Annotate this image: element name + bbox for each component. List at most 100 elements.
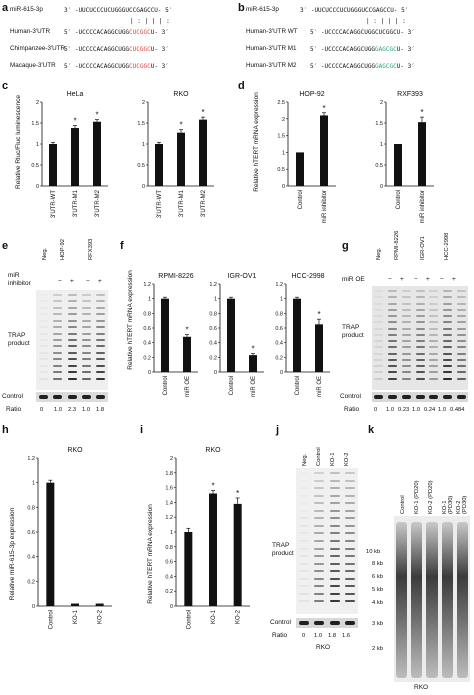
significance-mark: * — [236, 489, 239, 498]
control-label: Control — [340, 393, 361, 400]
gel-band — [53, 294, 63, 296]
x-tick-label: 3′UTR-WT — [51, 190, 57, 218]
gel-band — [429, 315, 439, 318]
bar — [315, 324, 323, 372]
y-tick-label: 1.2 — [275, 282, 283, 288]
gel-band — [314, 562, 325, 565]
gel-band — [388, 358, 398, 361]
chart-title: RPMI-8226 — [158, 273, 194, 280]
panel-e-label: e — [2, 240, 9, 252]
panel-a-label: a — [2, 2, 9, 14]
gel-band — [401, 365, 411, 368]
gel-band — [96, 332, 106, 335]
y-tick-label: 0.6 — [27, 530, 35, 536]
control-gel — [36, 392, 108, 402]
y-axis-label: Relative miR-615-3p expression — [9, 507, 16, 600]
gel-band — [81, 339, 91, 341]
panel-i-chart: Relative hTERT mRNA expression RKO 0 0.2 0.… — [147, 447, 250, 629]
significance-mark: * — [317, 310, 320, 319]
chart-title: RKO — [173, 91, 189, 98]
gel-band — [388, 371, 398, 374]
gel-band — [96, 377, 106, 380]
gel-band — [53, 364, 63, 367]
significance-mark: * — [420, 108, 423, 117]
gel-band — [429, 352, 439, 355]
gel-band — [429, 358, 439, 361]
gel-band — [299, 510, 309, 512]
ratio-value: 1.0 — [54, 407, 63, 413]
seq-row: 5′ -UCCCCACAGGCUGGCUCGGCU- 3′ — [310, 29, 415, 36]
gel-band — [38, 371, 48, 374]
gel-band — [53, 326, 63, 329]
gel-band — [374, 371, 384, 374]
y-tick-label: 0.8 — [275, 311, 283, 317]
x-tick-label: 3′UTR-M1 — [179, 189, 185, 217]
control-band — [401, 395, 411, 399]
gel-band — [81, 294, 91, 296]
bar — [46, 482, 55, 606]
y-tick-label: 1.8 — [165, 471, 173, 477]
gel-band — [401, 296, 411, 299]
gel-band — [299, 525, 309, 527]
gel-band — [415, 321, 425, 324]
bar — [233, 503, 242, 606]
y-tick-label: 0.4 — [27, 555, 35, 561]
gel-band — [345, 540, 356, 542]
ratio-value: 0.484 — [450, 407, 465, 413]
gel-band — [81, 364, 91, 367]
gel-band — [39, 326, 48, 328]
telomere-smear — [411, 522, 423, 678]
x-tick-label: KO-2 — [236, 609, 242, 624]
gel-band — [67, 294, 77, 296]
gel-band — [299, 540, 309, 542]
chart-title: RKO — [205, 447, 221, 454]
gel-band — [345, 479, 356, 482]
y-tick-label: 0.2 — [27, 579, 35, 585]
telomere-smear — [456, 522, 468, 678]
gel-band — [96, 326, 106, 329]
control-gel — [372, 392, 468, 402]
gel-band — [53, 319, 63, 322]
gel-band — [53, 306, 63, 309]
x-tick-label: miR OE — [251, 376, 257, 397]
gel-band — [67, 364, 77, 367]
gel-band — [314, 472, 325, 474]
gel-band — [442, 321, 452, 324]
gel-band — [388, 321, 398, 324]
control-band — [415, 395, 425, 399]
significance-mark: * — [179, 121, 182, 130]
panel-b-label: b — [238, 2, 245, 14]
gel-band — [345, 577, 356, 580]
inhibitor-label: inhibitor — [8, 280, 31, 287]
gel-band — [81, 358, 91, 361]
gel-band — [67, 358, 77, 361]
sign: − — [440, 276, 444, 283]
gel-band — [67, 326, 77, 329]
gel-band — [415, 346, 425, 349]
x-tick-label: KO-1 — [73, 609, 79, 624]
rko-htert-bar-chart: RKO 0 0.2 0.4 0.6 0.8 1 1.2 1.4 1.6 1.8 2 Control * KO… — [165, 447, 250, 629]
telomere-smear — [426, 522, 438, 678]
gel-band — [67, 313, 77, 316]
control-band — [81, 395, 91, 399]
gel-band — [415, 315, 425, 318]
gel-band — [345, 547, 356, 550]
gel-band — [39, 313, 48, 315]
gel-band — [429, 371, 439, 374]
control-band — [38, 395, 48, 399]
size-marker: 3 kb — [372, 621, 383, 627]
telomere-blot — [394, 516, 470, 682]
x-tick-label: miR OE — [185, 376, 191, 397]
ratio-label: Ratio — [6, 406, 22, 413]
gel-band — [329, 487, 340, 490]
gel-band — [314, 532, 325, 535]
y-tick-label: 2 — [36, 100, 39, 106]
gel-band — [456, 365, 466, 368]
gel-band — [401, 315, 411, 318]
gel-band — [38, 364, 48, 367]
gel-band — [374, 377, 384, 380]
gel-band — [442, 346, 452, 349]
gel-band — [314, 540, 325, 542]
gel-band — [401, 358, 411, 361]
gel-band — [456, 333, 466, 336]
